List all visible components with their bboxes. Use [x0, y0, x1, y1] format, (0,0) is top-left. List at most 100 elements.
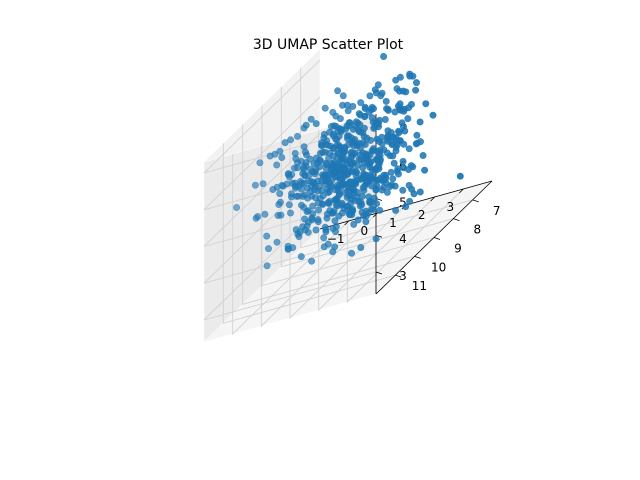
- data-point: [284, 245, 292, 253]
- grid-line-y: [280, 86, 454, 268]
- data-point: [273, 238, 281, 246]
- data-point: [329, 152, 337, 160]
- data-point: [364, 209, 372, 217]
- data-point: [297, 185, 305, 193]
- data-point: [285, 201, 293, 209]
- data-point: [419, 152, 427, 160]
- data-point: [335, 132, 343, 140]
- data-point: [343, 122, 351, 130]
- y-tick-label: 8: [474, 223, 482, 237]
- data-point: [391, 182, 399, 190]
- data-point: [392, 206, 400, 214]
- data-point: [412, 79, 420, 87]
- data-point: [390, 159, 398, 167]
- data-point: [294, 192, 302, 200]
- data-point: [297, 253, 305, 261]
- data-point: [373, 182, 381, 190]
- data-point: [362, 150, 370, 158]
- data-point: [392, 76, 400, 84]
- x-tick: [459, 188, 464, 194]
- data-point: [378, 89, 386, 97]
- data-point: [336, 176, 344, 184]
- data-point: [324, 240, 332, 248]
- data-point: [302, 121, 310, 129]
- data-point: [401, 127, 409, 135]
- data-point: [312, 226, 320, 234]
- data-point: [309, 202, 317, 210]
- chart-title: 3D UMAP Scatter Plot: [253, 37, 404, 53]
- data-point: [399, 186, 407, 194]
- data-point: [374, 147, 382, 155]
- data-point: [345, 167, 353, 175]
- data-point: [285, 173, 293, 181]
- data-point: [327, 183, 335, 191]
- data-point: [300, 143, 308, 151]
- data-point: [320, 234, 328, 242]
- data-point: [318, 139, 326, 147]
- data-point: [286, 209, 294, 217]
- data-point: [343, 135, 351, 143]
- data-point: [394, 102, 402, 110]
- grid-line-z: [203, 206, 377, 321]
- data-point: [343, 160, 351, 168]
- y-tick: [433, 237, 441, 240]
- data-point: [429, 111, 437, 119]
- data-point: [394, 127, 402, 135]
- data-point: [402, 88, 410, 96]
- data-point: [362, 218, 370, 226]
- data-point: [416, 138, 424, 146]
- data-point: [332, 223, 340, 231]
- data-point: [406, 197, 414, 205]
- data-point: [334, 87, 342, 95]
- data-point: [354, 216, 362, 224]
- data-point: [310, 186, 318, 194]
- data-point: [412, 86, 420, 94]
- data-point: [368, 166, 376, 174]
- data-point: [383, 105, 391, 113]
- y-tick-label: 10: [431, 260, 446, 274]
- data-point: [263, 232, 271, 240]
- axis-lines: −10123789101134567: [319, 114, 500, 295]
- x-tick-label: 0: [361, 224, 369, 238]
- data-point: [259, 180, 267, 188]
- data-point: [399, 164, 407, 172]
- data-point: [298, 179, 306, 187]
- data-point: [291, 149, 299, 157]
- data-point: [365, 108, 373, 116]
- data-point: [273, 183, 281, 191]
- data-point: [375, 165, 383, 173]
- data-point: [319, 148, 327, 156]
- data-point: [404, 115, 412, 123]
- y-tick-label: 11: [412, 279, 427, 293]
- data-point: [340, 143, 348, 151]
- data-point: [380, 52, 388, 60]
- data-point: [368, 114, 376, 122]
- y-tick: [395, 274, 402, 278]
- data-point: [312, 120, 320, 128]
- data-point: [355, 155, 363, 163]
- data-point: [314, 218, 322, 226]
- data-point: [405, 145, 413, 153]
- data-point: [378, 133, 386, 141]
- data-point: [407, 162, 415, 170]
- data-point: [343, 101, 351, 109]
- data-point: [352, 168, 360, 176]
- data-points: [233, 52, 464, 270]
- data-point: [263, 262, 271, 270]
- data-point: [384, 127, 392, 135]
- data-point: [400, 140, 408, 148]
- data-point: [456, 172, 464, 180]
- data-point: [277, 211, 285, 219]
- x-tick: [430, 196, 435, 202]
- data-point: [406, 70, 414, 78]
- data-point: [360, 159, 368, 167]
- data-point: [349, 125, 357, 133]
- data-point: [351, 149, 359, 157]
- data-point: [422, 100, 430, 108]
- data-point: [356, 111, 364, 119]
- data-point: [266, 152, 274, 160]
- data-point: [315, 206, 323, 214]
- data-point: [307, 115, 315, 123]
